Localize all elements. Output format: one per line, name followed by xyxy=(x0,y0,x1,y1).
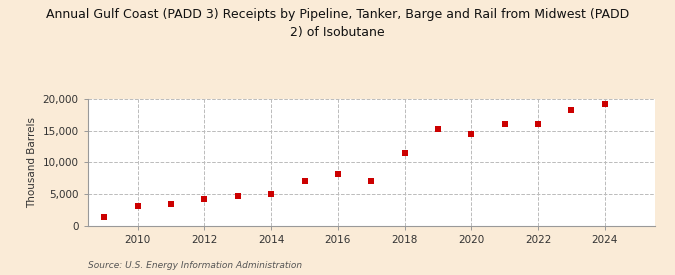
Point xyxy=(366,179,377,183)
Point xyxy=(466,132,477,136)
Point xyxy=(299,178,310,183)
Point xyxy=(433,127,443,131)
Point xyxy=(132,204,143,208)
Point xyxy=(533,122,543,126)
Point xyxy=(500,122,510,126)
Text: Source: U.S. Energy Information Administration: Source: U.S. Energy Information Administ… xyxy=(88,260,302,270)
Point xyxy=(333,171,344,176)
Y-axis label: Thousand Barrels: Thousand Barrels xyxy=(27,117,37,208)
Point xyxy=(99,215,110,219)
Point xyxy=(166,202,177,206)
Point xyxy=(232,194,243,199)
Point xyxy=(599,102,610,106)
Point xyxy=(199,197,210,201)
Point xyxy=(566,108,576,112)
Point xyxy=(266,192,277,196)
Point xyxy=(399,151,410,155)
Text: Annual Gulf Coast (PADD 3) Receipts by Pipeline, Tanker, Barge and Rail from Mid: Annual Gulf Coast (PADD 3) Receipts by P… xyxy=(46,8,629,39)
